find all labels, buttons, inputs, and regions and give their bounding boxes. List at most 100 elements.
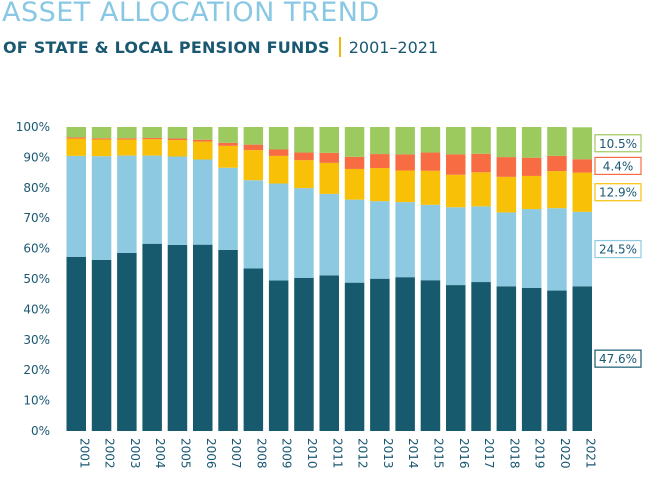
bar-segment: [218, 167, 238, 250]
x-tick-label: 2003: [128, 438, 142, 469]
bar-segment: [547, 171, 567, 209]
bar-segment: [471, 127, 491, 154]
x-tick-label: 2010: [305, 438, 319, 469]
bar-segment: [344, 127, 365, 157]
x-tick-label: 2013: [381, 438, 395, 469]
bar-segment: [66, 155, 86, 257]
bar-segment: [167, 156, 188, 245]
end-label: 10.5%: [599, 137, 637, 151]
x-tick-label: 2007: [229, 438, 243, 469]
end-label: 24.5%: [599, 243, 637, 257]
bar-segment: [268, 280, 289, 431]
bar-segment: [243, 180, 264, 269]
bar-segment: [496, 286, 517, 431]
bar-segment: [268, 183, 289, 281]
x-tick-label: 2001: [77, 438, 91, 469]
bar-segment: [91, 156, 112, 260]
bar-segment: [496, 176, 517, 213]
bar-segment: [193, 127, 213, 140]
bar-segment: [319, 152, 339, 163]
bar-segment: [243, 144, 264, 151]
x-tick-label: 2016: [457, 438, 471, 469]
end-labels: 10.5% 4.4% 12.9% 24.5% 47.6%: [594, 134, 642, 368]
bar-segment: [420, 204, 441, 281]
x-tick-label: 2002: [103, 438, 117, 469]
y-tick-label: 90%: [23, 150, 50, 164]
bar-segment: [319, 162, 339, 194]
bar-segment: [420, 127, 441, 153]
y-axis: 0% 10% 20% 30% 40% 50% 60% 70% 80% 90% 100%: [16, 120, 50, 438]
bar-segment: [446, 174, 466, 208]
y-tick-label: 40%: [23, 302, 50, 316]
bar-segment: [294, 160, 314, 189]
bar-segment: [521, 157, 542, 176]
bar-segment: [496, 127, 517, 158]
bar-segment: [66, 256, 86, 431]
bar-segment: [91, 138, 112, 140]
bar-segment: [243, 127, 264, 145]
bar-segment: [395, 127, 415, 155]
x-axis: 2001 2002 2003 2004 2005 2006 2007 2008 2009 2010…: [77, 438, 597, 469]
bar-segment: [420, 170, 441, 205]
bar-segment: [268, 127, 289, 150]
bar-segment: [370, 154, 390, 169]
bar-segment: [572, 286, 592, 431]
bar-segment: [572, 127, 592, 160]
bar-segment: [66, 127, 86, 138]
bar-segment: [521, 209, 542, 288]
bar-segment: [572, 159, 592, 173]
x-tick-label: 2008: [254, 438, 268, 469]
bar-segment: [572, 172, 592, 212]
bar-segment: [446, 285, 466, 431]
bar-segment: [370, 168, 390, 202]
x-tick-label: 2020: [558, 438, 572, 469]
bar-segment: [294, 127, 314, 153]
y-tick-label: 60%: [23, 242, 50, 256]
bar-segment: [471, 172, 491, 207]
bar-segment: [66, 138, 86, 156]
x-tick-label: 2019: [533, 438, 547, 469]
bar-segment: [193, 159, 213, 245]
bar-segment: [395, 277, 415, 431]
end-label-box: [594, 134, 642, 153]
y-tick-label: 80%: [23, 181, 50, 195]
y-tick-label: 20%: [23, 363, 50, 377]
bar-segment: [496, 157, 517, 177]
bar-segment: [547, 290, 567, 431]
bar-segment: [496, 212, 517, 287]
bar-segment: [420, 152, 441, 171]
x-tick-label: 2018: [507, 438, 521, 469]
bar-segment: [294, 188, 314, 278]
bar-segment: [521, 175, 542, 210]
bar-segment: [91, 127, 112, 139]
bar-segment: [547, 155, 567, 172]
bar-segment: [193, 141, 213, 160]
bar-segment: [471, 282, 491, 431]
y-tick-label: 50%: [23, 272, 50, 286]
bar-segment: [319, 127, 339, 153]
bar-segment: [193, 244, 213, 431]
end-label-box: [594, 239, 642, 259]
chart-period: 2001–2021: [348, 38, 439, 57]
bar-segment: [117, 252, 137, 431]
bar-segment: [243, 150, 264, 181]
bar-segment: [319, 193, 339, 276]
bar-segment: [142, 127, 162, 138]
bar-segment: [218, 145, 238, 168]
bar-segment: [319, 275, 339, 431]
x-tick-label: 2015: [431, 438, 445, 469]
bar-segment: [66, 137, 86, 139]
bar-segment: [91, 259, 112, 431]
bar-segment: [344, 199, 365, 283]
bar-segment: [446, 127, 466, 155]
y-tick-label: 30%: [23, 333, 50, 347]
bar-segment: [268, 149, 289, 156]
bar-segment: [370, 201, 390, 279]
bar-segment: [167, 138, 188, 141]
x-tick-label: 2006: [204, 438, 218, 469]
x-tick-label: 2021: [583, 438, 597, 469]
bar-segment: [218, 127, 238, 143]
subtitle-row: OF STATE & LOCAL PENSION FUNDS 2001–2021: [3, 37, 438, 57]
bar-segment: [294, 277, 314, 431]
